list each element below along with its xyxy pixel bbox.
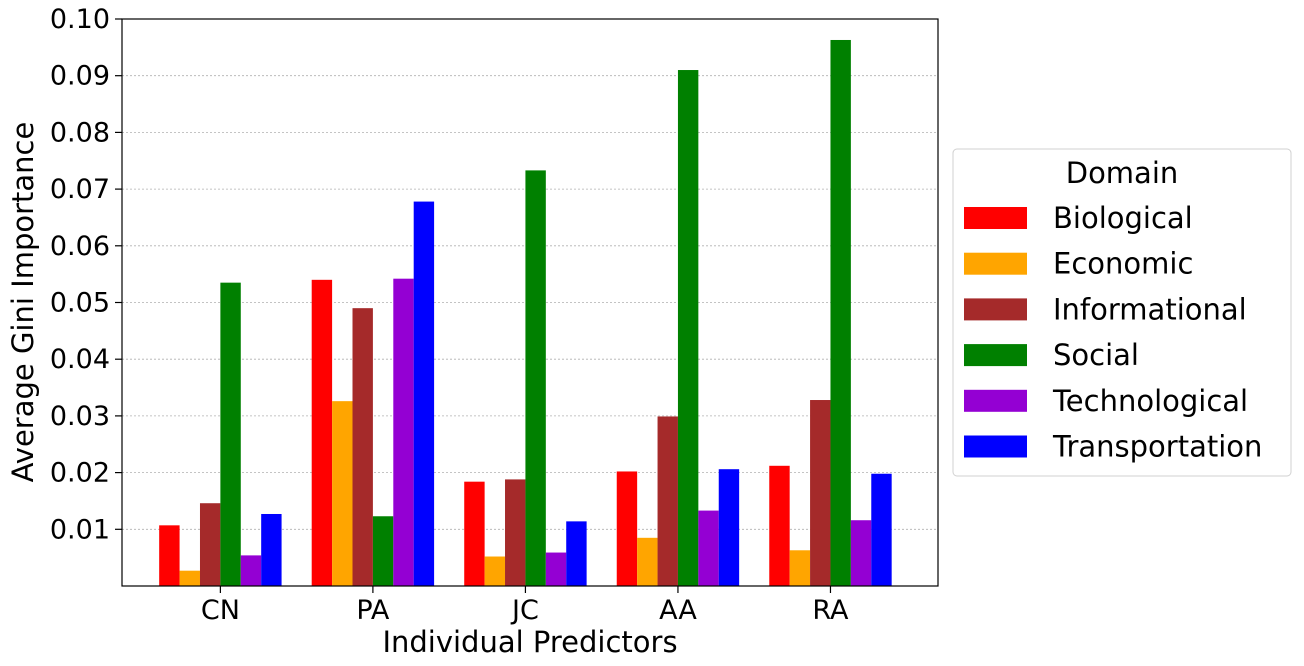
bar-biological-pa [311, 279, 333, 586]
legend-label: Social [1053, 338, 1139, 372]
legend-box [952, 148, 1292, 477]
bar-technological-jc [545, 552, 567, 586]
y-tick-label: 0.08 [50, 117, 110, 148]
bar-informational-jc [505, 479, 526, 586]
legend-swatch [964, 298, 1027, 321]
bar-economic-ra [789, 550, 811, 586]
bar-biological-aa [616, 471, 638, 586]
x-axis-label: Individual Predictors [382, 625, 677, 659]
bar-social-cn [220, 282, 241, 586]
y-tick-label: 0.02 [50, 458, 110, 489]
bar-informational-cn [199, 503, 221, 586]
bar-technological-pa [393, 278, 414, 586]
legend-item-social: Social [964, 338, 1139, 372]
y-tick-label: 0.10 [50, 4, 110, 35]
bar-economic-pa [332, 401, 353, 586]
bar-transportation-ra [871, 473, 892, 586]
legend-entries: Biological Economic Informational Social Tec… [964, 201, 1262, 464]
bar-social-pa [372, 516, 394, 586]
bar-informational-pa [352, 308, 373, 586]
x-axis: CN PA JC AA RA [201, 586, 849, 626]
bars [159, 39, 892, 586]
y-tick-label: 0.06 [50, 231, 110, 262]
legend-swatch [964, 252, 1027, 275]
bar-transportation-pa [413, 201, 435, 586]
legend-title: Domain [1066, 156, 1179, 190]
x-tick-label-jc: JC [510, 595, 539, 626]
x-tick-label-ra: RA [812, 595, 849, 626]
legend-label: Transportation [1052, 430, 1262, 464]
legend: Domain Biological Economic Informational So… [952, 148, 1292, 477]
legend-label: Technological [1052, 384, 1248, 418]
legend-item-economic: Economic [964, 247, 1193, 281]
y-tick-label: 0.01 [50, 514, 110, 545]
legend-item-biological: Biological [964, 201, 1193, 235]
bar-economic-aa [637, 537, 658, 586]
x-tick-label-aa: AA [659, 595, 697, 626]
bar-economic-cn [179, 570, 200, 586]
bar-technological-aa [698, 510, 719, 586]
legend-label: Economic [1053, 247, 1193, 281]
y-tick-label: 0.07 [50, 174, 110, 205]
bar-informational-ra [810, 400, 831, 586]
legend-swatch [964, 435, 1027, 458]
bar-biological-jc [464, 481, 485, 586]
legend-swatch [964, 207, 1027, 229]
legend-label: Informational [1053, 292, 1247, 326]
x-tick-label-cn: CN [201, 595, 240, 626]
bar-economic-jc [484, 556, 506, 586]
y-tick-label: 0.09 [50, 61, 110, 92]
bar-informational-aa [657, 416, 678, 586]
bar-social-jc [525, 170, 546, 586]
x-tick-label-pa: PA [356, 595, 390, 626]
y-tick-label: 0.05 [50, 288, 110, 319]
bar-technological-ra [850, 520, 872, 586]
bar-transportation-cn [261, 513, 282, 586]
bar-biological-ra [769, 465, 790, 586]
legend-swatch [964, 344, 1027, 367]
legend-item-informational: Informational [964, 292, 1247, 326]
bar-biological-cn [159, 525, 180, 586]
bar-technological-cn [240, 555, 262, 586]
y-axis-label: Average Gini Importance [6, 122, 40, 483]
legend-item-technological: Technological [964, 384, 1248, 418]
legend-label: Biological [1053, 201, 1193, 235]
y-axis: 0.01 0.02 0.03 0.04 0.05 0.06 0.07 0.08 0.09 0.10 [50, 4, 122, 545]
bar-transportation-jc [566, 521, 587, 586]
legend-item-transportation: Transportation [964, 430, 1262, 464]
bar-social-aa [677, 70, 699, 586]
y-tick-label: 0.03 [50, 401, 110, 432]
bar-transportation-aa [718, 469, 740, 586]
legend-swatch [964, 389, 1027, 412]
y-tick-label: 0.04 [50, 344, 110, 375]
bar-social-ra [830, 39, 851, 586]
